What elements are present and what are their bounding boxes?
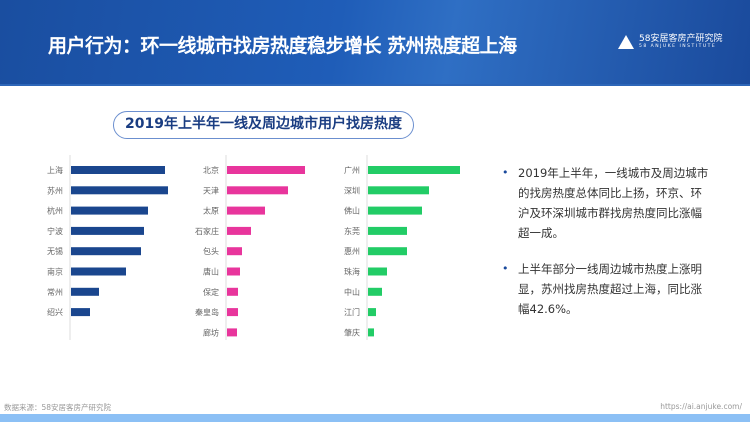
bullet-text: 上半年部分一线周边城市热度上涨明显，苏州找房热度超过上海，同比涨幅42.6%。 [518, 262, 702, 316]
chart-subtitle: 2019年上半年一线及周边城市用户找房热度 [113, 111, 414, 139]
bar [71, 247, 141, 256]
bar [368, 328, 374, 337]
category-label: 宁波 [47, 226, 63, 236]
category-label: 深圳 [344, 185, 360, 195]
category-label: 天津 [203, 185, 219, 195]
category-label: 绍兴 [47, 307, 63, 317]
category-label: 保定 [203, 287, 219, 297]
bar [368, 166, 460, 174]
category-label: 苏州 [47, 185, 63, 195]
bullet-item: • 上半年部分一线周边城市热度上涨明显，苏州找房热度超过上海，同比涨幅42.6%。 [502, 259, 712, 319]
category-label: 南京 [47, 267, 63, 277]
bar [227, 328, 237, 337]
logo-subtext: 58 ANJUKE INSTITUTE [639, 44, 717, 49]
footer-bar [0, 414, 750, 422]
logo-text: 58安居客房产研究院 [639, 34, 723, 44]
bar [368, 226, 407, 235]
category-label: 上海 [47, 165, 63, 175]
bullet-item: • 2019年上半年，一线城市及周边城市的找房热度总体同比上扬，环京、环沪及环深圳… [502, 163, 712, 243]
logo-triangle-icon [618, 34, 634, 49]
category-label: 常州 [47, 288, 63, 297]
category-label: 东莞 [344, 226, 360, 236]
website-url[interactable]: https://ai.anjuke.com/ [660, 402, 742, 411]
bar [368, 247, 407, 256]
bar [71, 206, 148, 215]
category-label: 无锡 [47, 247, 63, 256]
bullet-dot-icon: • [502, 262, 509, 275]
bar [71, 287, 99, 296]
category-label: 广州 [344, 165, 360, 175]
bar [71, 226, 144, 235]
logo: 58安居客房产研究院 58 ANJUKE INSTITUTE [618, 34, 722, 49]
bar [71, 166, 165, 174]
bar [227, 308, 238, 317]
bar [71, 308, 90, 317]
bar [227, 267, 240, 276]
category-label: 佛山 [344, 206, 360, 216]
bar [368, 186, 429, 195]
category-label: 廊坊 [203, 327, 219, 337]
category-label: 太原 [203, 206, 219, 216]
bar [368, 267, 387, 276]
category-label: 石家庄 [195, 226, 219, 236]
bullet-dot-icon: • [502, 166, 509, 179]
bar [227, 166, 305, 174]
category-label: 包头 [203, 246, 219, 256]
bar [227, 206, 265, 215]
bar [368, 206, 422, 215]
category-label: 江门 [344, 307, 360, 317]
category-label: 惠州 [344, 246, 360, 256]
category-label: 肇庆 [344, 327, 360, 337]
page-title: 用户行为：环一线城市找房热度稳步增长 苏州热度超上海 [48, 35, 517, 57]
bar [368, 308, 376, 317]
bullet-list: • 2019年上半年，一线城市及周边城市的找房热度总体同比上扬，环京、环沪及环深圳… [502, 163, 712, 335]
bar [71, 186, 168, 195]
data-source: 数据来源：58安居客房产研究院 [4, 403, 112, 412]
category-label: 北京 [203, 165, 219, 175]
header-banner: 用户行为：环一线城市找房热度稳步增长 苏州热度超上海 58安居客房产研究院 58… [0, 0, 750, 86]
category-label: 珠海 [344, 267, 360, 277]
bar [227, 226, 251, 235]
bar [227, 287, 238, 296]
bar [71, 267, 126, 276]
bar [227, 247, 242, 256]
category-label: 杭州 [47, 206, 63, 216]
category-label: 中山 [344, 287, 360, 297]
bar [368, 287, 382, 296]
bullet-text: 2019年上半年，一线城市及周边城市的找房热度总体同比上扬，环京、环沪及环深圳城… [518, 166, 709, 240]
bar [227, 186, 288, 195]
category-label: 唐山 [203, 267, 219, 277]
category-label: 秦皇岛 [195, 307, 219, 317]
